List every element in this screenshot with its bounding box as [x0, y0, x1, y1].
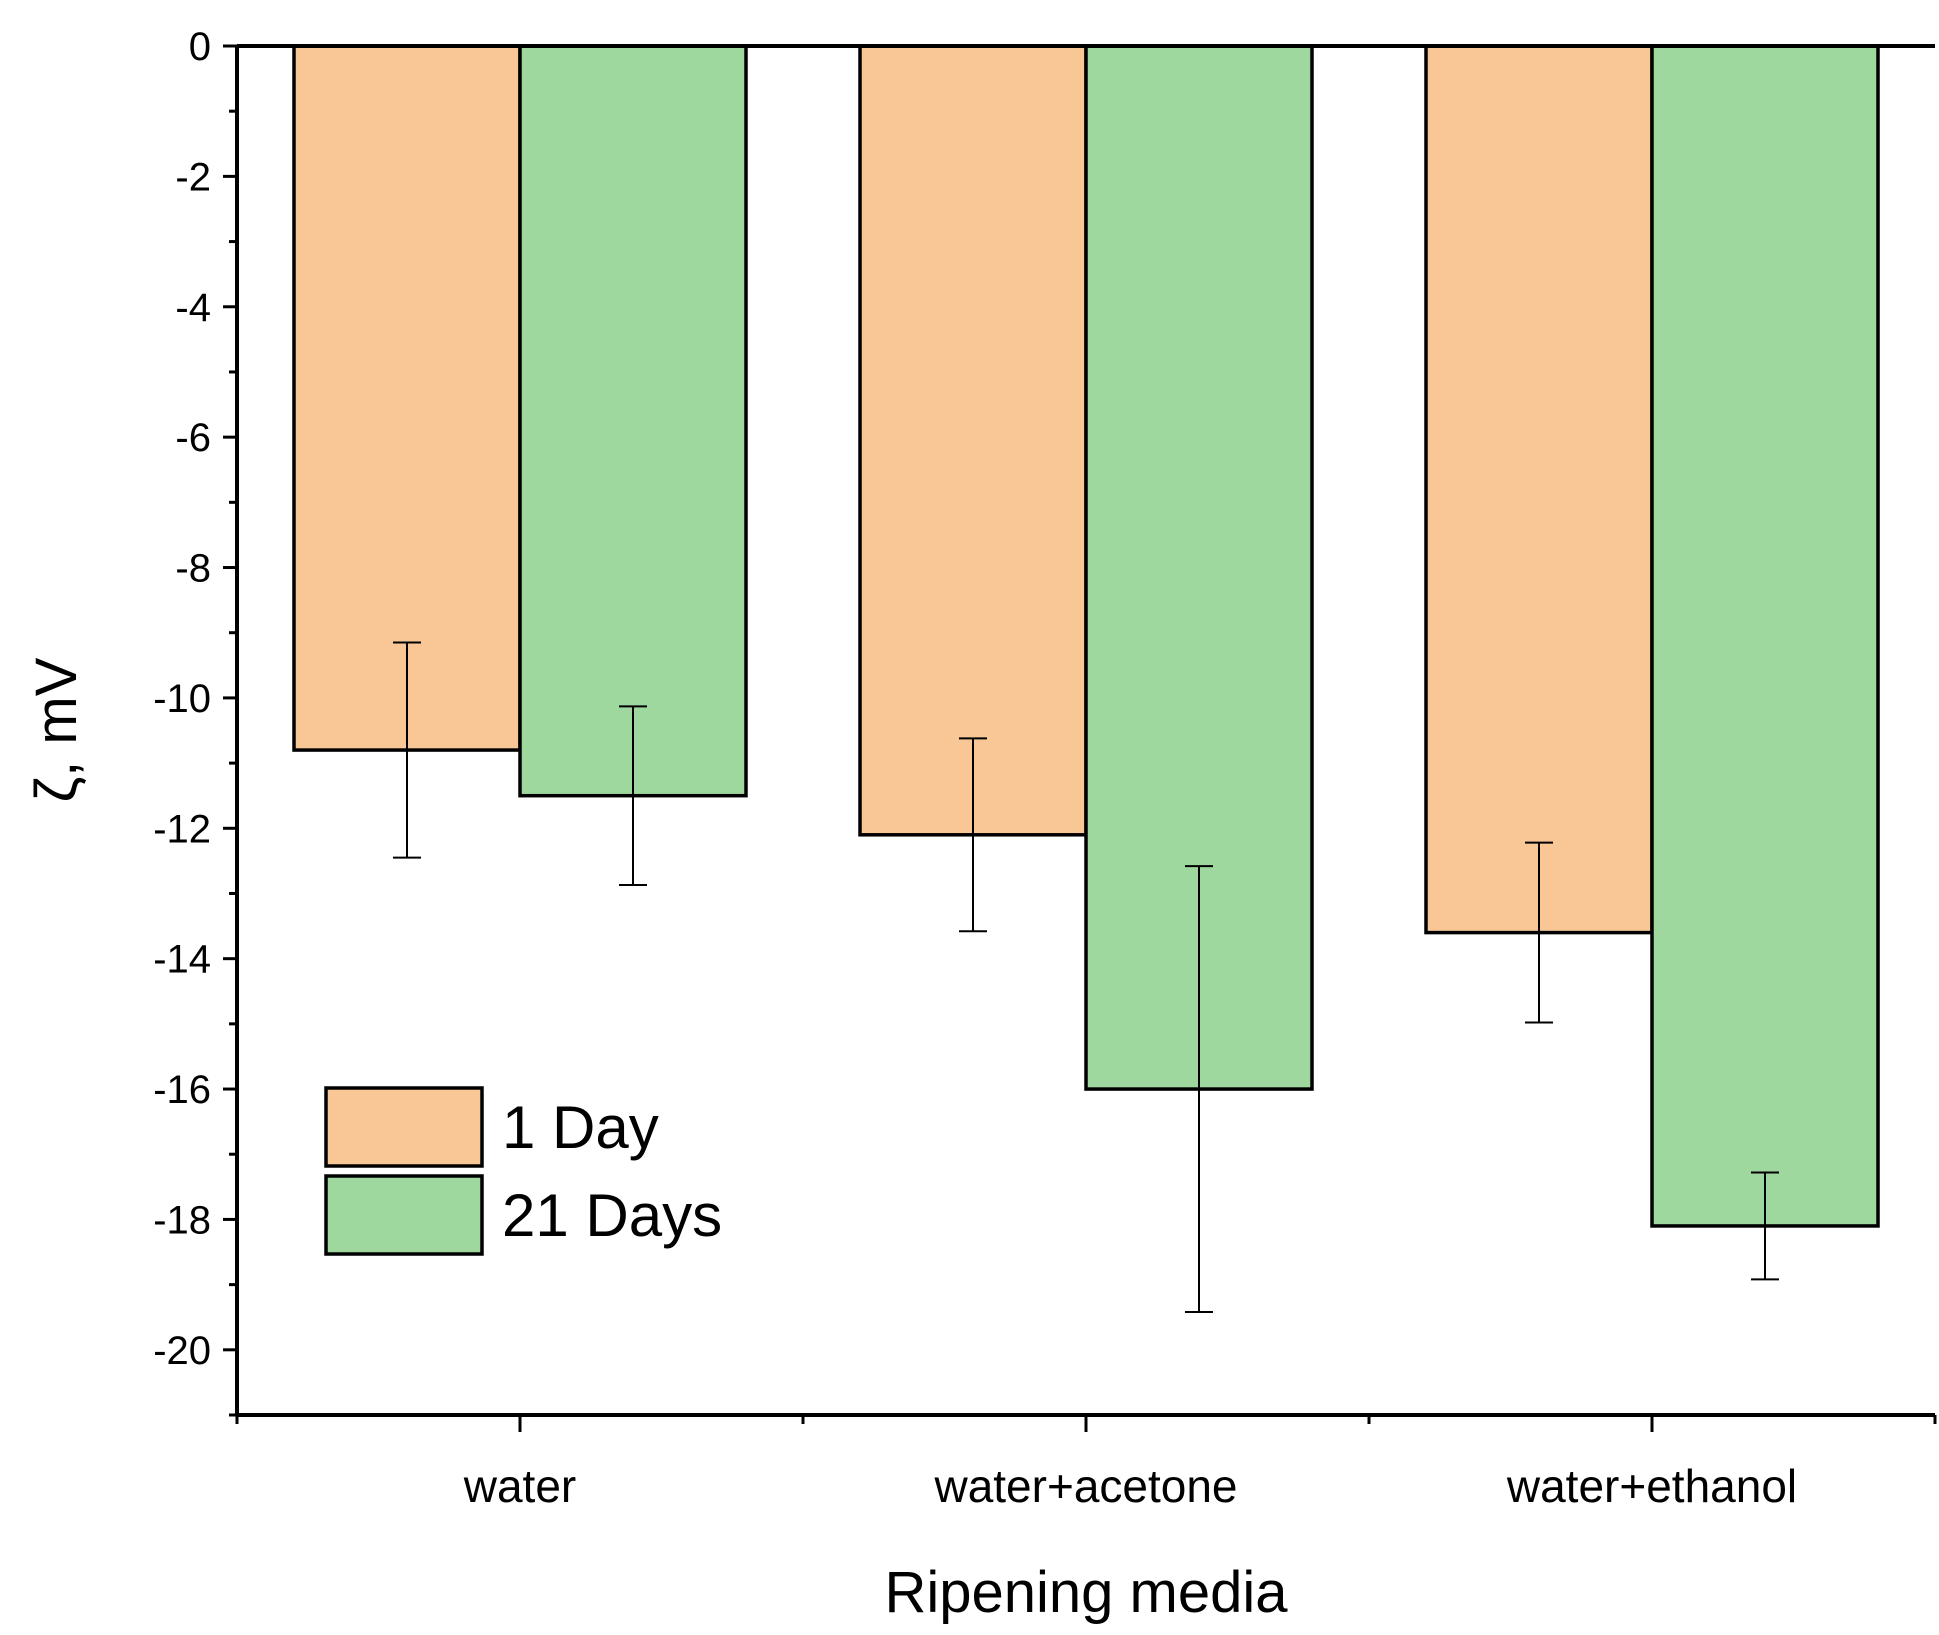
y-tick-label: -8	[175, 547, 211, 591]
legend-swatch-day21	[324, 1174, 484, 1256]
y-tick-label: -10	[153, 677, 211, 721]
labels-layer: 0 -2 -4 -6 -8 -10 -12 -14 -16 -18 -20 water water+ac…	[24, 25, 1797, 1625]
y-tick-label: -6	[175, 416, 211, 460]
y-tick-label: 0	[189, 25, 211, 69]
bar-day21-2	[1650, 44, 1880, 1228]
y-tick-label: -14	[153, 938, 211, 982]
bar-day1-1	[858, 44, 1088, 837]
bar-day1-2	[1424, 44, 1654, 935]
x-tick-label: water	[463, 1460, 576, 1512]
x-axis-title: Ripening media	[884, 1560, 1288, 1625]
x-tick-label: water+acetone	[933, 1460, 1237, 1512]
y-axis-title: ζ, mV	[24, 657, 89, 802]
legend-swatch-day1	[324, 1086, 484, 1168]
legend: 1 Day 21 Days	[324, 1086, 722, 1256]
axes-layer	[223, 44, 1937, 1432]
bars-layer	[292, 44, 1880, 1228]
legend-label-day1: 1 Day	[502, 1094, 659, 1161]
error-bars-layer	[393, 641, 1779, 1313]
y-tick-label: -12	[153, 807, 211, 851]
bar-day1-0	[292, 44, 522, 752]
legend-label-day21: 21 Days	[502, 1182, 722, 1249]
x-tick-label: water+ethanol	[1506, 1460, 1797, 1512]
y-tick-label: -16	[153, 1068, 211, 1112]
y-tick-label: -2	[175, 155, 211, 199]
y-tick-label: -18	[153, 1198, 211, 1242]
y-tick-label: -4	[175, 286, 211, 330]
bar-day21-0	[518, 44, 748, 798]
y-tick-label: -20	[153, 1329, 211, 1373]
